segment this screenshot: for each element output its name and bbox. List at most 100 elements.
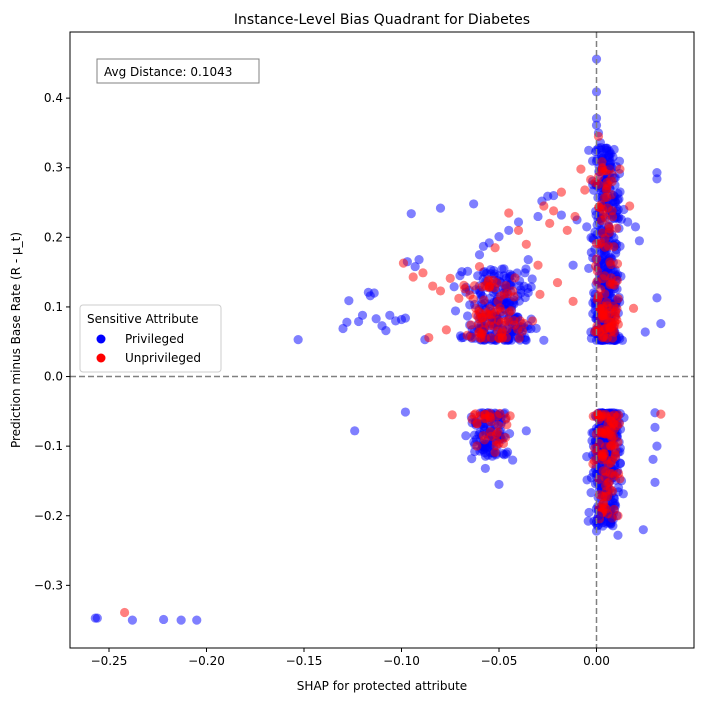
legend-frame: [79, 304, 222, 373]
y-axis-label: Prediction minus Base Rate (R - μ_t): [9, 232, 23, 448]
scatter-point-unprivileged: [593, 131, 604, 142]
scatter-point-privileged: [617, 335, 628, 345]
scatter-point-privileged: [449, 282, 459, 292]
scatter-point-unprivileged: [604, 221, 614, 231]
scatter-point-unprivileged: [600, 213, 610, 223]
scatter-point-privileged: [648, 454, 658, 464]
scatter-point-unprivileged: [628, 303, 639, 313]
scatter-point-privileged: [192, 615, 202, 625]
scatter-point-privileged: [293, 335, 303, 345]
chart-title: Instance-Level Bias Quadrant for Diabete…: [234, 12, 530, 28]
scatter-point-privileged: [523, 283, 533, 294]
data-marks: [90, 54, 666, 625]
scatter-point-privileged: [613, 530, 623, 540]
scatter-point-privileged: [455, 331, 466, 341]
scatter-point-unprivileged: [493, 326, 503, 336]
scatter-point-unprivileged: [418, 268, 428, 278]
scatter-point-privileged: [601, 143, 611, 153]
scatter-point-privileged: [92, 613, 102, 623]
scatter-point-unprivileged: [600, 271, 610, 281]
scatter-point-privileged: [381, 326, 391, 336]
scatter-point-unprivileged: [593, 291, 603, 301]
scatter-point-unprivileged: [609, 440, 619, 450]
scatter-point-unprivileged: [408, 272, 418, 282]
annotation-text: Avg Distance: 0.1043: [104, 65, 232, 79]
y-tick-label: 0.4: [44, 91, 63, 105]
x-tick-label: −0.05: [481, 654, 518, 668]
scatter-point-unprivileged: [472, 441, 482, 451]
scatter-point-privileged: [159, 614, 169, 625]
scatter-point-unprivileged: [609, 432, 619, 442]
scatter-point-privileged: [656, 319, 666, 329]
scatter-point-unprivileged: [490, 447, 500, 458]
y-tick-label: −0.2: [34, 509, 63, 523]
scatter-point-unprivileged: [598, 311, 608, 321]
scatter-point-privileged: [513, 217, 524, 227]
scatter-point-unprivileged: [615, 474, 625, 484]
legend-label-unprivileged: Unprivileged: [125, 351, 201, 365]
scatter-point-unprivileged: [606, 259, 616, 270]
scatter-point-unprivileged: [535, 289, 545, 300]
scatter-point-privileged: [521, 426, 531, 436]
scatter-point-privileged: [499, 271, 509, 281]
scatter-point-unprivileged: [595, 303, 605, 313]
scatter-point-unprivileged: [597, 451, 607, 462]
scatter-point-privileged: [613, 188, 623, 199]
scatter-point-privileged: [469, 199, 479, 209]
scatter-point-privileged: [450, 306, 461, 316]
scatter-point-privileged: [176, 615, 186, 625]
scatter-point-unprivileged: [580, 185, 590, 195]
scatter-point-privileged: [623, 217, 633, 227]
legend-label-privileged: Privileged: [125, 332, 184, 346]
scatter-point-unprivileged: [459, 280, 469, 290]
scatter-point-unprivileged: [562, 225, 572, 235]
scatter-point-unprivileged: [474, 328, 484, 338]
scatter-point-unprivileged: [613, 511, 623, 521]
scatter-point-unprivileged: [552, 277, 563, 288]
scatter-point-privileged: [465, 300, 475, 310]
scatter-point-unprivileged: [576, 164, 586, 174]
scatter-point-unprivileged: [490, 243, 500, 253]
scatter-point-unprivileged: [527, 316, 538, 326]
y-tick-label: 0.1: [44, 300, 63, 314]
scatter-point-unprivileged: [604, 316, 615, 326]
scatter-point-unprivileged: [586, 174, 596, 185]
scatter-point-privileged: [650, 477, 660, 487]
scatter-point-privileged: [582, 475, 592, 485]
scatter-point-privileged: [480, 448, 490, 458]
scatter-point-privileged: [584, 507, 594, 518]
scatter-point-unprivileged: [612, 259, 623, 269]
x-tick-label: −0.15: [286, 654, 323, 668]
scatter-point-privileged: [127, 615, 137, 625]
scatter-point-unprivileged: [480, 410, 490, 420]
scatter-point-unprivileged: [447, 410, 457, 420]
scatter-point-privileged: [605, 161, 615, 171]
scatter-point-privileged: [371, 314, 381, 324]
scatter-point-unprivileged: [604, 228, 614, 238]
x-tick-label: −0.25: [91, 654, 128, 668]
annotation-box: Avg Distance: 0.1043: [96, 58, 260, 84]
scatter-point-privileged: [584, 145, 594, 155]
scatter-point-unprivileged: [613, 294, 623, 304]
scatter-point-privileged: [539, 335, 549, 345]
scatter-point-privileged: [410, 261, 420, 272]
reference-lines: [70, 32, 694, 648]
annotation-frame: [96, 58, 260, 84]
scatter-point-unprivileged: [611, 223, 622, 233]
scatter-point-privileged: [531, 323, 541, 333]
scatter-point-privileged: [406, 209, 416, 219]
scatter-point-privileged: [435, 203, 446, 213]
scatter-point-unprivileged: [605, 468, 615, 478]
scatter-point-unprivileged: [568, 296, 578, 306]
x-tick-label: 0.00: [583, 654, 610, 668]
scatter-point-privileged: [638, 525, 648, 535]
scatter-point-unprivileged: [494, 438, 504, 448]
scatter-point-unprivileged: [609, 327, 619, 337]
legend: Sensitive Attribute Privileged Unprivile…: [79, 304, 222, 373]
scatter-point-unprivileged: [506, 306, 516, 316]
scatter-point-privileged: [556, 210, 567, 220]
scatter-point-privileged: [414, 255, 424, 265]
scatter-point-unprivileged: [607, 455, 617, 465]
scatter-point-unprivileged: [625, 201, 635, 211]
